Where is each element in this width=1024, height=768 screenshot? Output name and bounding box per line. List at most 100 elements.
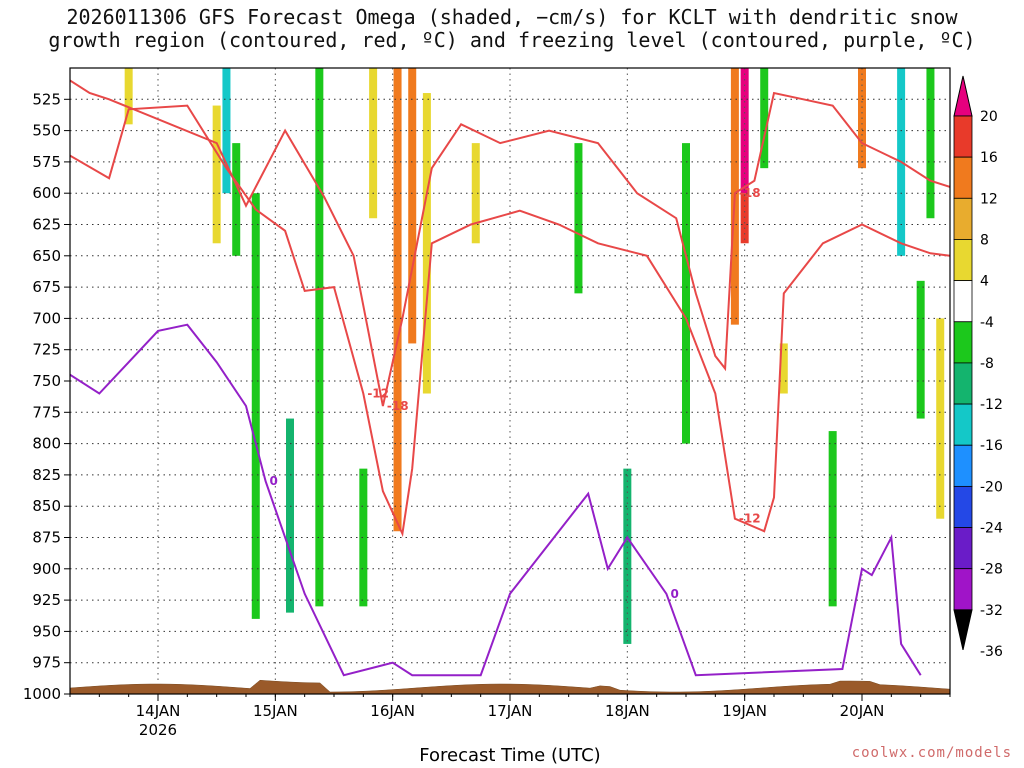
omega-cell-26 [936, 318, 945, 519]
y-tick-label-550: 550 [32, 122, 61, 140]
omega-cell-18 [740, 193, 749, 244]
colorbar-swatch--8 [953, 321, 973, 364]
y-tick-label-950: 950 [32, 622, 61, 640]
omega-cell-21 [828, 431, 837, 607]
colorbar-label--16: -16 [980, 438, 1003, 454]
y-tick-label-575: 575 [32, 153, 61, 171]
contour-label-0-1: 0 [670, 587, 678, 601]
colorbar-label--24: -24 [980, 521, 1003, 537]
title-line-2: growth region (contoured, red, ºC) and f… [48, 28, 976, 52]
colorbar-bottom-arrow [953, 609, 973, 650]
colorbar-swatch--32 [953, 568, 973, 611]
x-year-label: 2026 [139, 721, 177, 739]
x-axis-label: Forecast Time (UTC) [419, 745, 601, 766]
y-tick-label-525: 525 [32, 90, 61, 108]
omega-cell-6 [315, 68, 324, 607]
y-tick-label-600: 600 [32, 184, 61, 202]
contour-label--12-1: -12 [739, 512, 761, 526]
colorbar-label--12: -12 [980, 397, 1003, 413]
y-tick-label-975: 975 [32, 654, 61, 672]
colorbar-label--20: -20 [980, 479, 1003, 495]
x-tick-label-14JAN: 14JAN [136, 702, 181, 720]
colorbar-swatch--16 [953, 403, 973, 446]
chart-title: 2026011306 GFS Forecast Omega (shaded, −… [0, 6, 1024, 52]
omega-cell-9 [393, 68, 402, 532]
colorbar-top-arrow [953, 75, 973, 117]
colorbar-label--36: -36 [980, 644, 1003, 660]
contour-line-0 [70, 323, 922, 677]
credit-text: coolwx.com/models [851, 745, 1012, 761]
colorbar-label--28: -28 [980, 562, 1003, 578]
colorbar: 20 16 12 8 4 -4 -8 -12 -16 -20 -24 -28 -32 -36 [953, 75, 1003, 660]
colorbar-label-4: 4 [980, 274, 989, 290]
y-tick-label-700: 700 [32, 309, 61, 327]
omega-cell-19 [760, 68, 769, 169]
omega-cell-25 [926, 68, 935, 219]
omega-cell-3 [232, 143, 241, 256]
y-tick-label-825: 825 [32, 466, 61, 484]
y-tick-label-675: 675 [32, 278, 61, 296]
colorbar-swatch-8 [953, 197, 973, 240]
y-tick-label-875: 875 [32, 529, 61, 547]
omega-cell-17 [740, 68, 749, 194]
y-axis: 525 550 575 600 625 650 675 700 725 750 775 800 825 8… [23, 90, 70, 703]
y-tick-label-1000: 1000 [23, 685, 61, 703]
grid-lines [70, 68, 950, 694]
contour-label--18-0: -18 [387, 399, 409, 413]
y-tick-label-800: 800 [32, 435, 61, 453]
omega-cell-24 [916, 280, 925, 419]
colorbar-swatch--4 [953, 280, 973, 323]
omega-cell-0 [124, 68, 133, 125]
terrain-fill [70, 679, 950, 694]
omega-cell-1 [212, 105, 221, 244]
colorbar-swatch--28 [953, 527, 973, 570]
y-tick-label-900: 900 [32, 560, 61, 578]
omega-cell-15 [682, 143, 690, 444]
omega-cell-14 [623, 468, 632, 644]
y-tick-label-650: 650 [32, 247, 61, 265]
omega-cell-20 [779, 343, 788, 394]
y-tick-label-850: 850 [32, 497, 61, 515]
omega-cell-4 [251, 193, 260, 619]
x-tick-label-16JAN: 16JAN [370, 702, 415, 720]
omega-cell-13 [574, 143, 583, 294]
omega-cell-11 [422, 93, 431, 394]
colorbar-swatch--24 [953, 485, 973, 528]
x-tick-label-15JAN: 15JAN [253, 702, 298, 720]
x-tick-label-20JAN: 20JAN [840, 702, 885, 720]
omega-cell-12 [471, 143, 480, 244]
omega-cell-7 [359, 468, 368, 607]
colorbar-swatch--20 [953, 444, 973, 487]
contour-line--18 [70, 79, 950, 407]
colorbar-label--8: -8 [980, 356, 994, 372]
omega-cell-5 [286, 418, 294, 613]
colorbar-label-16: 16 [980, 150, 998, 166]
colorbar-label--4: -4 [980, 315, 994, 331]
colorbar-swatch--12 [953, 362, 973, 405]
colorbar-label-12: 12 [980, 191, 998, 207]
contour-line--12 [70, 104, 950, 538]
colorbar-swatch-4 [953, 239, 973, 282]
omega-cell-8 [369, 68, 378, 219]
contour-label--18-1: -18 [739, 186, 761, 200]
colorbar-label-20: 20 [980, 109, 998, 125]
omega-cell-10 [408, 68, 417, 344]
colorbar-swatch-12 [953, 156, 973, 199]
y-tick-label-750: 750 [32, 372, 61, 390]
y-tick-label-625: 625 [32, 216, 61, 234]
x-tick-label-19JAN: 19JAN [722, 702, 767, 720]
x-tick-label-18JAN: 18JAN [605, 702, 650, 720]
title-line-1: 2026011306 GFS Forecast Omega (shaded, −… [66, 5, 958, 29]
colorbar-swatch-16 [953, 115, 973, 158]
x-tick-label-17JAN: 17JAN [488, 702, 533, 720]
colorbar-label--32: -32 [980, 603, 1003, 619]
colorbar-label-8: 8 [980, 232, 989, 248]
omega-cell-2 [222, 68, 231, 194]
terrain-layer [70, 679, 950, 694]
contour-label--12-0: -12 [367, 387, 389, 401]
y-tick-label-925: 925 [32, 591, 61, 609]
y-tick-label-725: 725 [32, 341, 61, 359]
